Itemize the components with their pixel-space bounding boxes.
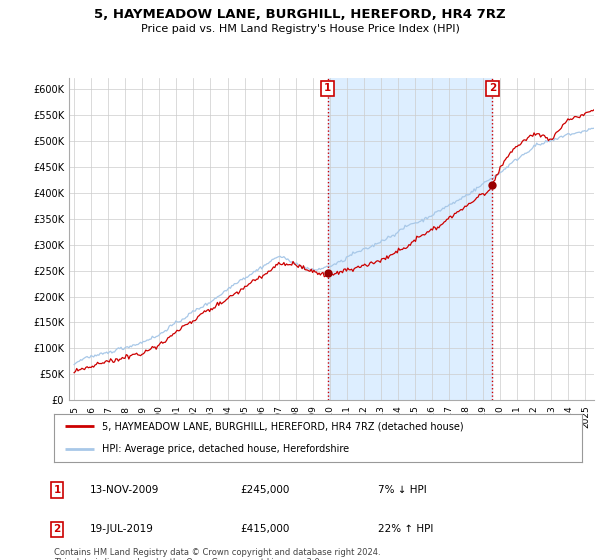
Text: 5, HAYMEADOW LANE, BURGHILL, HEREFORD, HR4 7RZ (detached house): 5, HAYMEADOW LANE, BURGHILL, HEREFORD, H… xyxy=(101,421,463,431)
Text: 2: 2 xyxy=(489,83,496,93)
Text: 5, HAYMEADOW LANE, BURGHILL, HEREFORD, HR4 7RZ: 5, HAYMEADOW LANE, BURGHILL, HEREFORD, H… xyxy=(94,8,506,21)
Text: 2: 2 xyxy=(53,524,61,534)
Text: Price paid vs. HM Land Registry's House Price Index (HPI): Price paid vs. HM Land Registry's House … xyxy=(140,24,460,34)
Text: 1: 1 xyxy=(324,83,331,93)
Bar xyxy=(328,78,493,400)
Text: HPI: Average price, detached house, Herefordshire: HPI: Average price, detached house, Here… xyxy=(101,444,349,454)
Text: Contains HM Land Registry data © Crown copyright and database right 2024.
This d: Contains HM Land Registry data © Crown c… xyxy=(54,548,380,560)
Text: £245,000: £245,000 xyxy=(240,485,289,495)
Text: 22% ↑ HPI: 22% ↑ HPI xyxy=(378,524,433,534)
Text: 7% ↓ HPI: 7% ↓ HPI xyxy=(378,485,427,495)
Text: 19-JUL-2019: 19-JUL-2019 xyxy=(90,524,154,534)
Text: £415,000: £415,000 xyxy=(240,524,289,534)
Text: 1: 1 xyxy=(53,485,61,495)
Text: 13-NOV-2009: 13-NOV-2009 xyxy=(90,485,160,495)
